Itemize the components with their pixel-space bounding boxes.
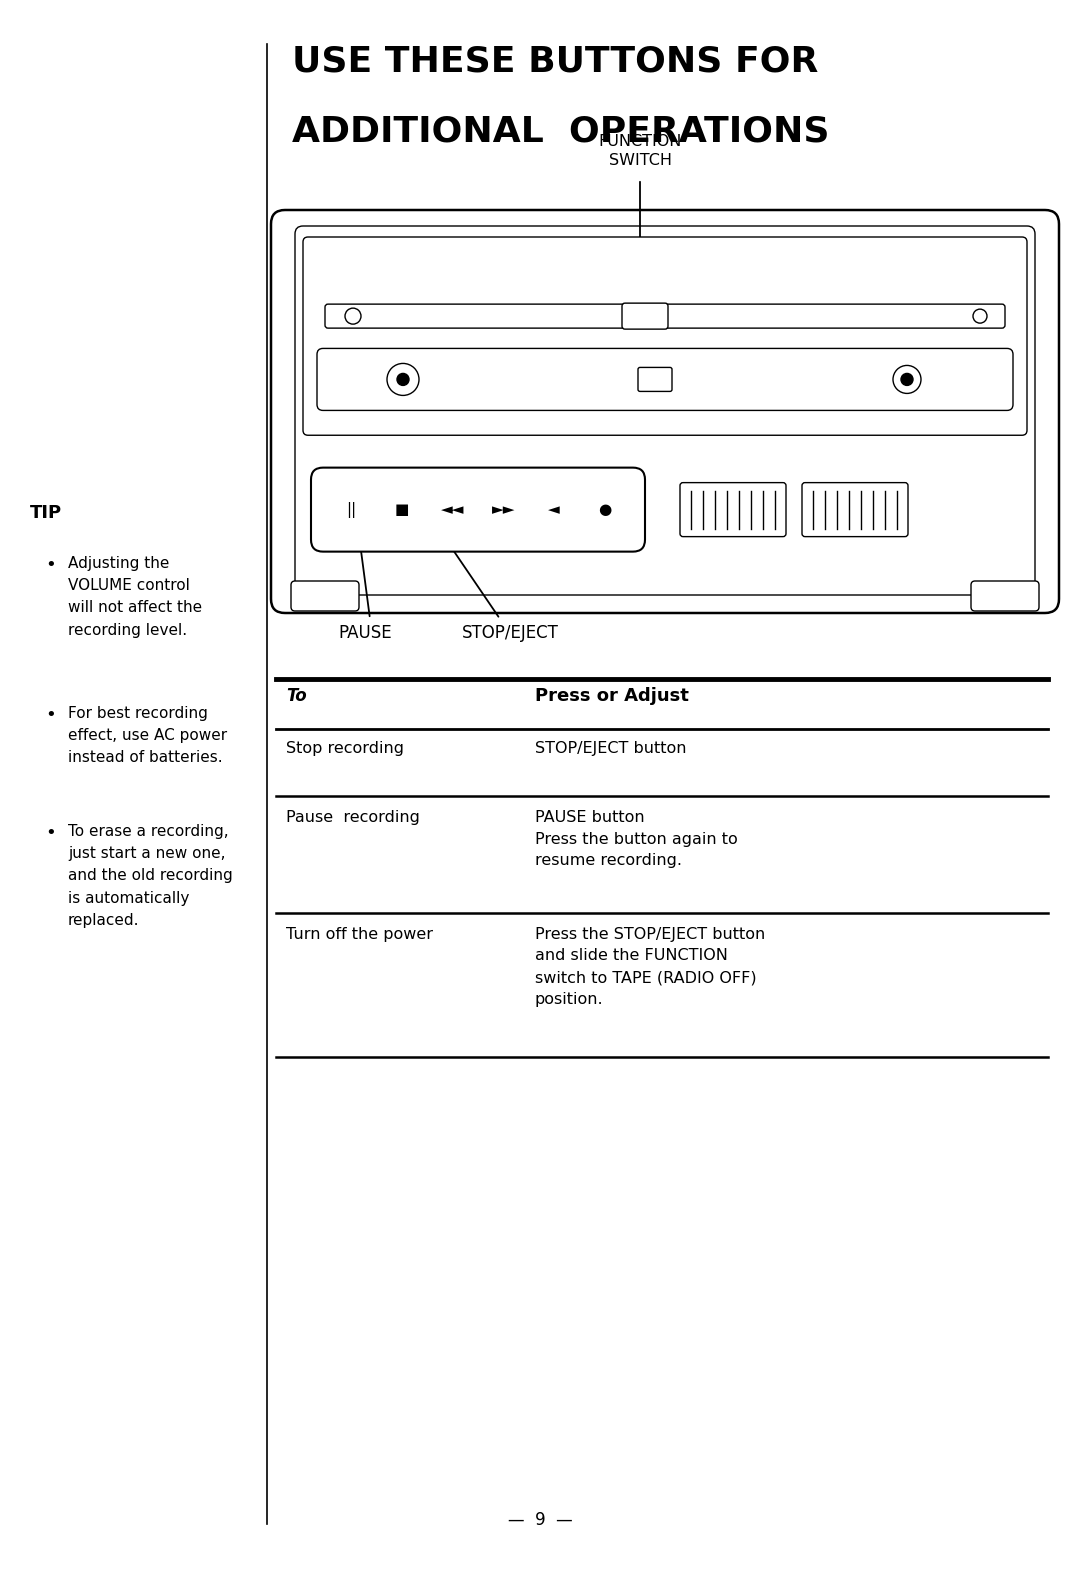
Text: FUNCTION
SWITCH: FUNCTION SWITCH xyxy=(598,134,681,167)
Text: ◄: ◄ xyxy=(549,502,561,518)
FancyBboxPatch shape xyxy=(318,348,1013,411)
Text: To erase a recording,
just start a new one,
and the old recording
is automatical: To erase a recording, just start a new o… xyxy=(68,825,233,927)
FancyBboxPatch shape xyxy=(680,483,786,537)
Text: ●: ● xyxy=(598,502,611,518)
Text: STOP/EJECT button: STOP/EJECT button xyxy=(535,741,686,756)
Text: Adjusting the
VOLUME control
will not affect the
recording level.: Adjusting the VOLUME control will not af… xyxy=(68,556,202,637)
FancyBboxPatch shape xyxy=(271,209,1059,612)
Text: PAUSE: PAUSE xyxy=(338,623,392,642)
Circle shape xyxy=(893,365,921,394)
Text: •: • xyxy=(45,556,56,575)
Text: TIP: TIP xyxy=(30,504,63,523)
Text: Press or Adjust: Press or Adjust xyxy=(535,686,688,705)
Circle shape xyxy=(973,309,987,323)
Text: For best recording
effect, use AC power
instead of batteries.: For best recording effect, use AC power … xyxy=(68,707,227,765)
Text: ADDITIONAL  OPERATIONS: ADDITIONAL OPERATIONS xyxy=(292,113,829,148)
Text: —  9  —: — 9 — xyxy=(508,1511,572,1528)
Text: Press the STOP/EJECT button
and slide the FUNCTION
switch to TAPE (RADIO OFF)
po: Press the STOP/EJECT button and slide th… xyxy=(535,927,765,1007)
Circle shape xyxy=(387,364,419,395)
Text: Stop recording: Stop recording xyxy=(286,741,404,756)
FancyBboxPatch shape xyxy=(802,483,908,537)
Text: Pause  recording: Pause recording xyxy=(286,811,420,825)
Text: STOP/EJECT: STOP/EJECT xyxy=(461,623,558,642)
Circle shape xyxy=(345,309,361,324)
FancyBboxPatch shape xyxy=(971,581,1039,611)
Text: •: • xyxy=(45,825,56,842)
FancyBboxPatch shape xyxy=(295,227,1035,595)
FancyBboxPatch shape xyxy=(291,581,359,611)
Text: ◄◄: ◄◄ xyxy=(441,502,464,518)
Circle shape xyxy=(397,373,409,386)
FancyBboxPatch shape xyxy=(311,467,645,551)
Text: ||: || xyxy=(346,502,356,518)
FancyBboxPatch shape xyxy=(325,304,1005,327)
Text: •: • xyxy=(45,707,56,724)
Text: To: To xyxy=(286,686,307,705)
FancyBboxPatch shape xyxy=(303,238,1027,436)
Text: Turn off the power: Turn off the power xyxy=(286,927,433,941)
Circle shape xyxy=(901,373,913,386)
Text: ►►: ►► xyxy=(491,502,515,518)
FancyBboxPatch shape xyxy=(638,367,672,392)
Text: ■: ■ xyxy=(394,502,409,518)
FancyBboxPatch shape xyxy=(622,304,669,329)
Text: USE THESE BUTTONS FOR: USE THESE BUTTONS FOR xyxy=(292,44,819,79)
Text: PAUSE button
Press the button again to
resume recording.: PAUSE button Press the button again to r… xyxy=(535,811,738,869)
